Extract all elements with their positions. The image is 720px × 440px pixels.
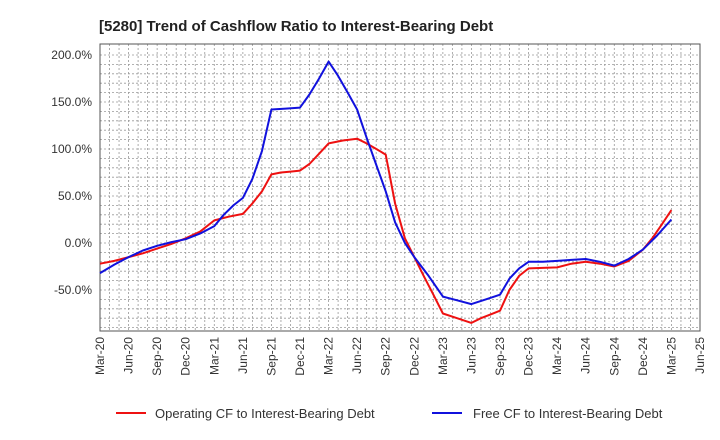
x-tick-label: Sep-20 (150, 337, 164, 376)
grid (100, 44, 700, 331)
x-tick-label: Jun-23 (464, 337, 478, 374)
x-tick-label: Jun-20 (122, 337, 136, 374)
x-tick-label: Mar-20 (93, 337, 107, 375)
y-axis: 200.0% 150.0% 100.0% 50.0% 0.0% -50.0% (51, 48, 92, 297)
x-tick-label: Jun-22 (350, 337, 364, 374)
x-tick-label: Sep-22 (379, 337, 393, 376)
series-lines (99, 60, 673, 324)
x-tick-label: Dec-20 (179, 337, 193, 376)
x-tick-label: Sep-21 (264, 337, 278, 376)
x-tick-label: Mar-22 (322, 337, 336, 375)
chart-title: [5280] Trend of Cashflow Ratio to Intere… (99, 18, 493, 35)
x-tick-label: Dec-21 (293, 337, 307, 376)
legend-label-operating: Operating CF to Interest-Bearing Debt (155, 406, 375, 421)
x-tick-label: Jun-25 (693, 337, 707, 374)
operating-cf-line (99, 137, 673, 324)
x-tick-label: Dec-24 (636, 337, 650, 376)
x-tick-label: Dec-22 (407, 337, 421, 376)
x-tick-label: Mar-25 (664, 337, 678, 375)
x-axis: Mar-20 Jun-20 Sep-20 Dec-20 Mar-21 Jun-21 Sep-… (93, 337, 707, 376)
y-tick-label: 150.0% (51, 95, 92, 109)
y-tick-label: -50.0% (54, 283, 92, 297)
x-tick-label: Sep-24 (607, 337, 621, 376)
y-tick-label: 200.0% (51, 48, 92, 62)
x-tick-label: Dec-23 (522, 337, 536, 376)
x-tick-label: Jun-24 (579, 337, 593, 374)
x-tick-label: Mar-24 (550, 337, 564, 375)
x-tick-label: Sep-23 (493, 337, 507, 376)
legend-label-free: Free CF to Interest-Bearing Debt (473, 406, 663, 421)
y-tick-label: 100.0% (51, 142, 92, 156)
y-tick-label: 50.0% (58, 189, 92, 203)
free-cf-line (99, 60, 673, 306)
plot-frame (99, 43, 701, 332)
y-tick-label: 0.0% (65, 236, 93, 250)
x-tick-label: Jun-21 (236, 337, 250, 374)
x-tick-label: Mar-23 (436, 337, 450, 375)
x-tick-label: Mar-21 (207, 337, 221, 375)
legend: Operating CF to Interest-Bearing Debt Fr… (116, 406, 663, 421)
